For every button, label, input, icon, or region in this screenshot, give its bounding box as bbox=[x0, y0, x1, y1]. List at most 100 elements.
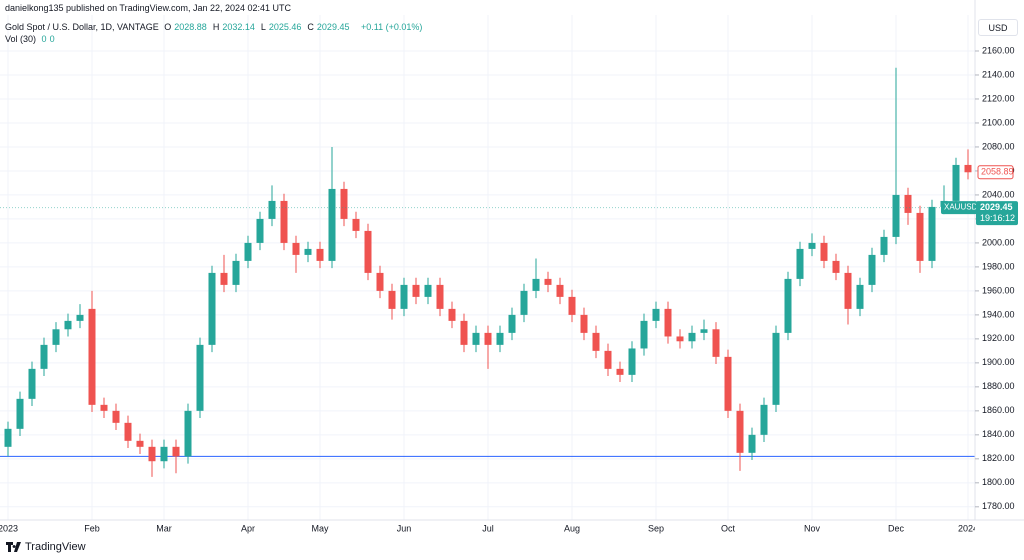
legend-item: H 2032.14 bbox=[213, 22, 258, 32]
legend-item: O 2028.88 bbox=[164, 22, 210, 32]
y-tick-label: 1780.00 bbox=[982, 501, 1015, 511]
currency-button[interactable]: USD bbox=[978, 19, 1018, 36]
y-tick-label: 2120.00 bbox=[982, 93, 1015, 103]
x-tick-label: Aug bbox=[564, 523, 580, 533]
candle-body bbox=[4, 428, 12, 447]
candle-body bbox=[448, 308, 456, 321]
candle-body bbox=[892, 194, 900, 237]
candle-body bbox=[148, 446, 156, 462]
change: +0.11 (+0.01%) bbox=[360, 22, 423, 32]
x-tick-label: Apr bbox=[241, 523, 255, 533]
candle-body bbox=[316, 248, 324, 261]
candle-body bbox=[400, 284, 408, 309]
y-tick-label: 1820.00 bbox=[982, 453, 1015, 463]
candle-body bbox=[256, 218, 264, 243]
candle-body bbox=[124, 422, 132, 441]
candle-body bbox=[856, 284, 864, 309]
x-tick-label: Mar bbox=[156, 523, 172, 533]
candle-body bbox=[700, 329, 708, 333]
legend-value: 2032.14 bbox=[222, 22, 255, 32]
brand-logo bbox=[6, 542, 21, 552]
candle-body bbox=[472, 332, 480, 345]
x-tick-label: 2024 bbox=[958, 523, 978, 533]
candle-body bbox=[352, 218, 360, 231]
candle-body bbox=[220, 272, 228, 285]
candle-body bbox=[772, 332, 780, 405]
candle-body bbox=[688, 332, 696, 342]
candle-body bbox=[520, 290, 528, 315]
volume-label: Vol (30) bbox=[5, 34, 37, 44]
candle-body bbox=[208, 272, 216, 345]
candle-body bbox=[580, 314, 588, 333]
published-note: danielkong135 published on TradingView.c… bbox=[5, 3, 294, 13]
candle-body bbox=[652, 308, 660, 321]
x-tick-label: 2023 bbox=[0, 523, 18, 533]
candle-body bbox=[832, 260, 840, 273]
candle-body bbox=[76, 314, 84, 321]
candle-body bbox=[112, 410, 120, 423]
countdown-label: 19:16:12 bbox=[980, 213, 1015, 223]
candle-body bbox=[592, 332, 600, 351]
x-tick-label: Oct bbox=[721, 523, 736, 533]
candle-body bbox=[340, 188, 348, 219]
y-tick-label: 1860.00 bbox=[982, 405, 1015, 415]
candle-body bbox=[328, 188, 336, 261]
candle-body bbox=[508, 314, 516, 333]
symbol-price-label: 2029.45 bbox=[980, 202, 1013, 212]
legend-key: H bbox=[212, 22, 220, 32]
legend-value: 2025.46 bbox=[268, 22, 302, 32]
y-tick-label: 2040.00 bbox=[982, 189, 1015, 199]
y-tick-label: 2140.00 bbox=[982, 69, 1015, 79]
candle-body bbox=[172, 446, 180, 457]
legend-value: 2028.88 bbox=[174, 22, 207, 32]
ohlc-legend: Gold Spot / U.S. Dollar, 1D, VANTAGE O 20… bbox=[5, 22, 425, 32]
candle-body bbox=[928, 206, 936, 261]
candle-body bbox=[544, 278, 552, 285]
legend-item: L 2025.46 bbox=[261, 22, 305, 32]
candle-body bbox=[304, 248, 312, 255]
y-tick-label: 1920.00 bbox=[982, 333, 1015, 343]
y-tick-label: 1840.00 bbox=[982, 429, 1015, 439]
y-tick-label: 1980.00 bbox=[982, 261, 1015, 271]
y-tick-label: 2080.00 bbox=[982, 141, 1015, 151]
candle-body bbox=[436, 284, 444, 309]
candle-body bbox=[292, 242, 300, 255]
candle-body bbox=[760, 404, 768, 435]
candle-body bbox=[100, 404, 108, 411]
volume-value: 0 bbox=[49, 34, 55, 44]
candle-body bbox=[664, 308, 672, 337]
candle-body bbox=[388, 290, 396, 309]
legend-value: 2029.45 bbox=[316, 22, 350, 32]
candle-body bbox=[16, 398, 24, 429]
last-price-box bbox=[977, 165, 1014, 180]
x-tick-label: Dec bbox=[888, 523, 905, 533]
candle-body bbox=[820, 242, 828, 261]
candle-body bbox=[184, 410, 192, 457]
candle-body bbox=[88, 308, 96, 405]
candle-body bbox=[40, 344, 48, 369]
candle-body bbox=[640, 320, 648, 349]
candle-body bbox=[52, 329, 60, 345]
last-price-label: 2058.89 bbox=[981, 167, 1014, 177]
x-tick-label: Nov bbox=[804, 523, 821, 533]
candle-body bbox=[244, 242, 252, 261]
symbol-title: Gold Spot / U.S. Dollar, 1D, VANTAGE bbox=[5, 22, 159, 32]
x-tick-label: Jul bbox=[482, 523, 494, 533]
y-tick-label: 1900.00 bbox=[982, 357, 1015, 367]
candle-body bbox=[616, 368, 624, 375]
candle-body bbox=[952, 164, 960, 201]
candle-body bbox=[136, 440, 144, 447]
x-tick-label: Jun bbox=[397, 523, 412, 533]
symbol-name: XAUUSD bbox=[944, 203, 978, 212]
candle-body bbox=[724, 356, 732, 411]
candle-body bbox=[64, 320, 72, 330]
legend-key: O bbox=[164, 22, 172, 32]
y-tick-label: 2160.00 bbox=[982, 45, 1015, 55]
y-tick-label: 2000.00 bbox=[982, 237, 1015, 247]
candle-body bbox=[604, 350, 612, 369]
legend-key: L bbox=[260, 22, 266, 32]
x-tick-label: Feb bbox=[84, 523, 100, 533]
